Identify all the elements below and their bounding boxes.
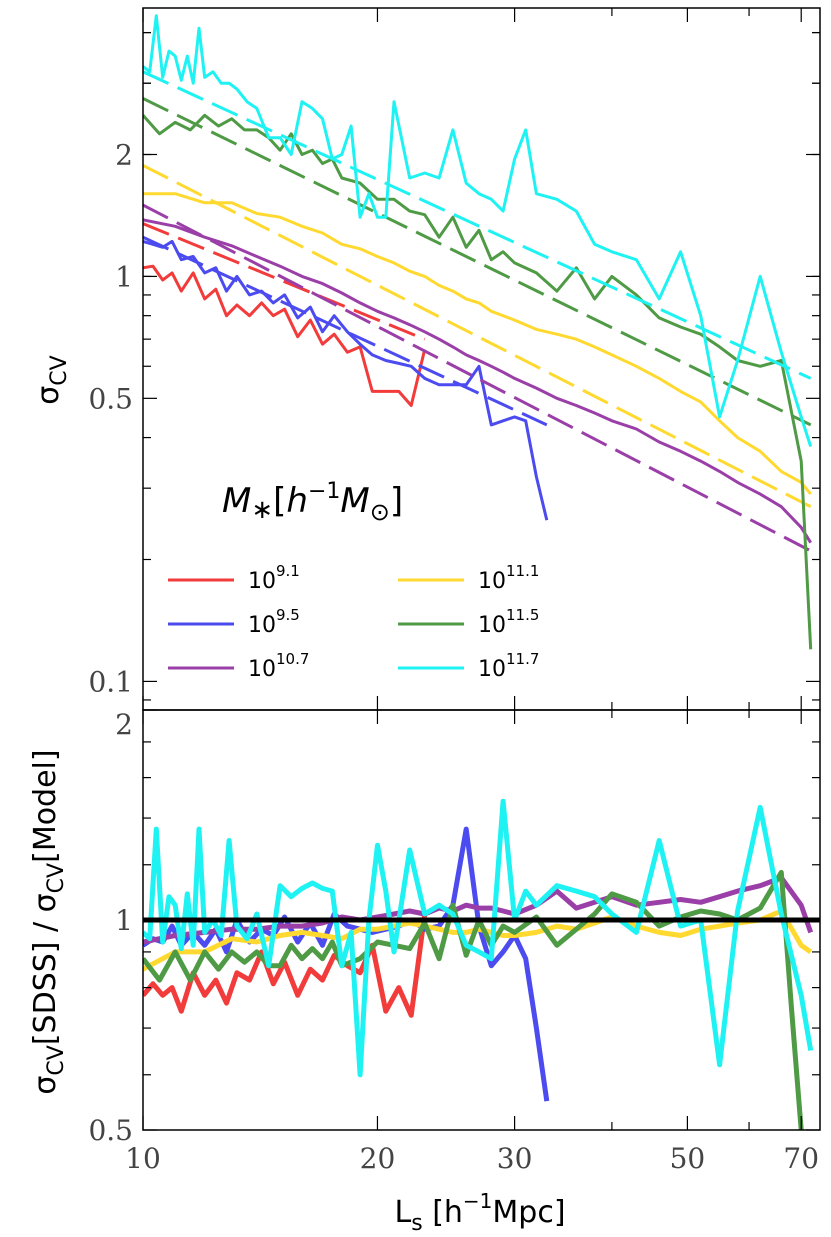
top-series-1011-7 <box>143 14 813 448</box>
legend-entry-11-5: 1011.5 <box>398 606 539 638</box>
x-tick-label: 20 <box>360 1142 396 1175</box>
x-tick-label: 50 <box>670 1142 706 1175</box>
x-tick-label: 10 <box>125 1142 161 1175</box>
x-axis-ticks: 10 20 30 50 70 <box>125 8 819 1175</box>
legend-entry-11-1: 1011.1 <box>398 562 539 594</box>
ratio-series-1011-7-ratio <box>143 798 814 1078</box>
ratio-series-1010-7-ratio <box>143 875 814 945</box>
legend-entry-10-7: 1010.7 <box>168 650 309 682</box>
top-y-tick-label: 1 <box>115 260 133 293</box>
top-y-tick-label: 0.5 <box>88 382 133 415</box>
x-tick-label: 70 <box>783 1142 819 1175</box>
top-series-1010-7 <box>143 218 812 544</box>
top-series-group <box>143 14 813 650</box>
legend-label-11-5: 1011.5 <box>478 606 539 638</box>
x-tick-label: 30 <box>497 1142 533 1175</box>
legend-title: M∗[h−1M⊙] <box>222 479 403 526</box>
bottom-panel: 0.512 10 20 30 50 70 σCV[SDSS] / σCV[Model] … <box>28 8 821 1236</box>
legend-entry-9-1: 109.1 <box>168 562 300 594</box>
top-y-axis-label: σCV <box>31 355 72 404</box>
legend: M∗[h−1M⊙] 109.1 109.5 1010.7 1011.1 1011… <box>168 479 539 682</box>
bottom-y-axis-label: σCV[SDSS] / σCV[Model] <box>28 749 69 1094</box>
top-series-1011-1-model <box>143 164 812 509</box>
top-panel: 0.1 0.5 1 2 σCV M∗[h−1M⊙] 109.1 109.5 1010.… <box>31 7 821 711</box>
legend-entry-9-5: 109.5 <box>168 606 300 638</box>
legend-label-9-1: 109.1 <box>248 562 300 594</box>
legend-entry-11-7: 1011.7 <box>398 650 539 682</box>
top-panel-frame <box>142 7 821 711</box>
top-y-tick-label: 2 <box>115 138 133 171</box>
x-axis-label: Ls [h−1Mpc] <box>394 1189 565 1236</box>
legend-label-11-1: 1011.1 <box>478 562 539 594</box>
legend-label-10-7: 1010.7 <box>248 650 309 682</box>
top-series-109-1-model <box>143 222 426 341</box>
top-series-109-1 <box>143 264 427 407</box>
top-series-109-5 <box>143 239 549 521</box>
top-y-tick-label: 0.1 <box>88 665 133 698</box>
legend-label-11-7: 1011.7 <box>478 650 539 682</box>
bottom-y-tick-label: 1 <box>115 904 133 937</box>
ratio-series-1011-5-ratio <box>143 869 804 1130</box>
legend-label-9-5: 109.5 <box>248 606 300 638</box>
top-series-1011-5 <box>143 113 813 650</box>
top-series-1011-1 <box>143 192 812 496</box>
bottom-series-group <box>143 798 820 1130</box>
top-series-1011-5-model <box>143 97 812 427</box>
bottom-y-tick-label: 2 <box>115 708 133 741</box>
bottom-panel-frame <box>142 709 821 1131</box>
top-y-ticks: 0.1 0.5 1 2 <box>88 31 820 701</box>
top-series-1010-7-model <box>143 203 812 553</box>
top-series-1011-7-model <box>143 70 812 380</box>
bottom-y-tick-label: 0.5 <box>88 1114 133 1147</box>
